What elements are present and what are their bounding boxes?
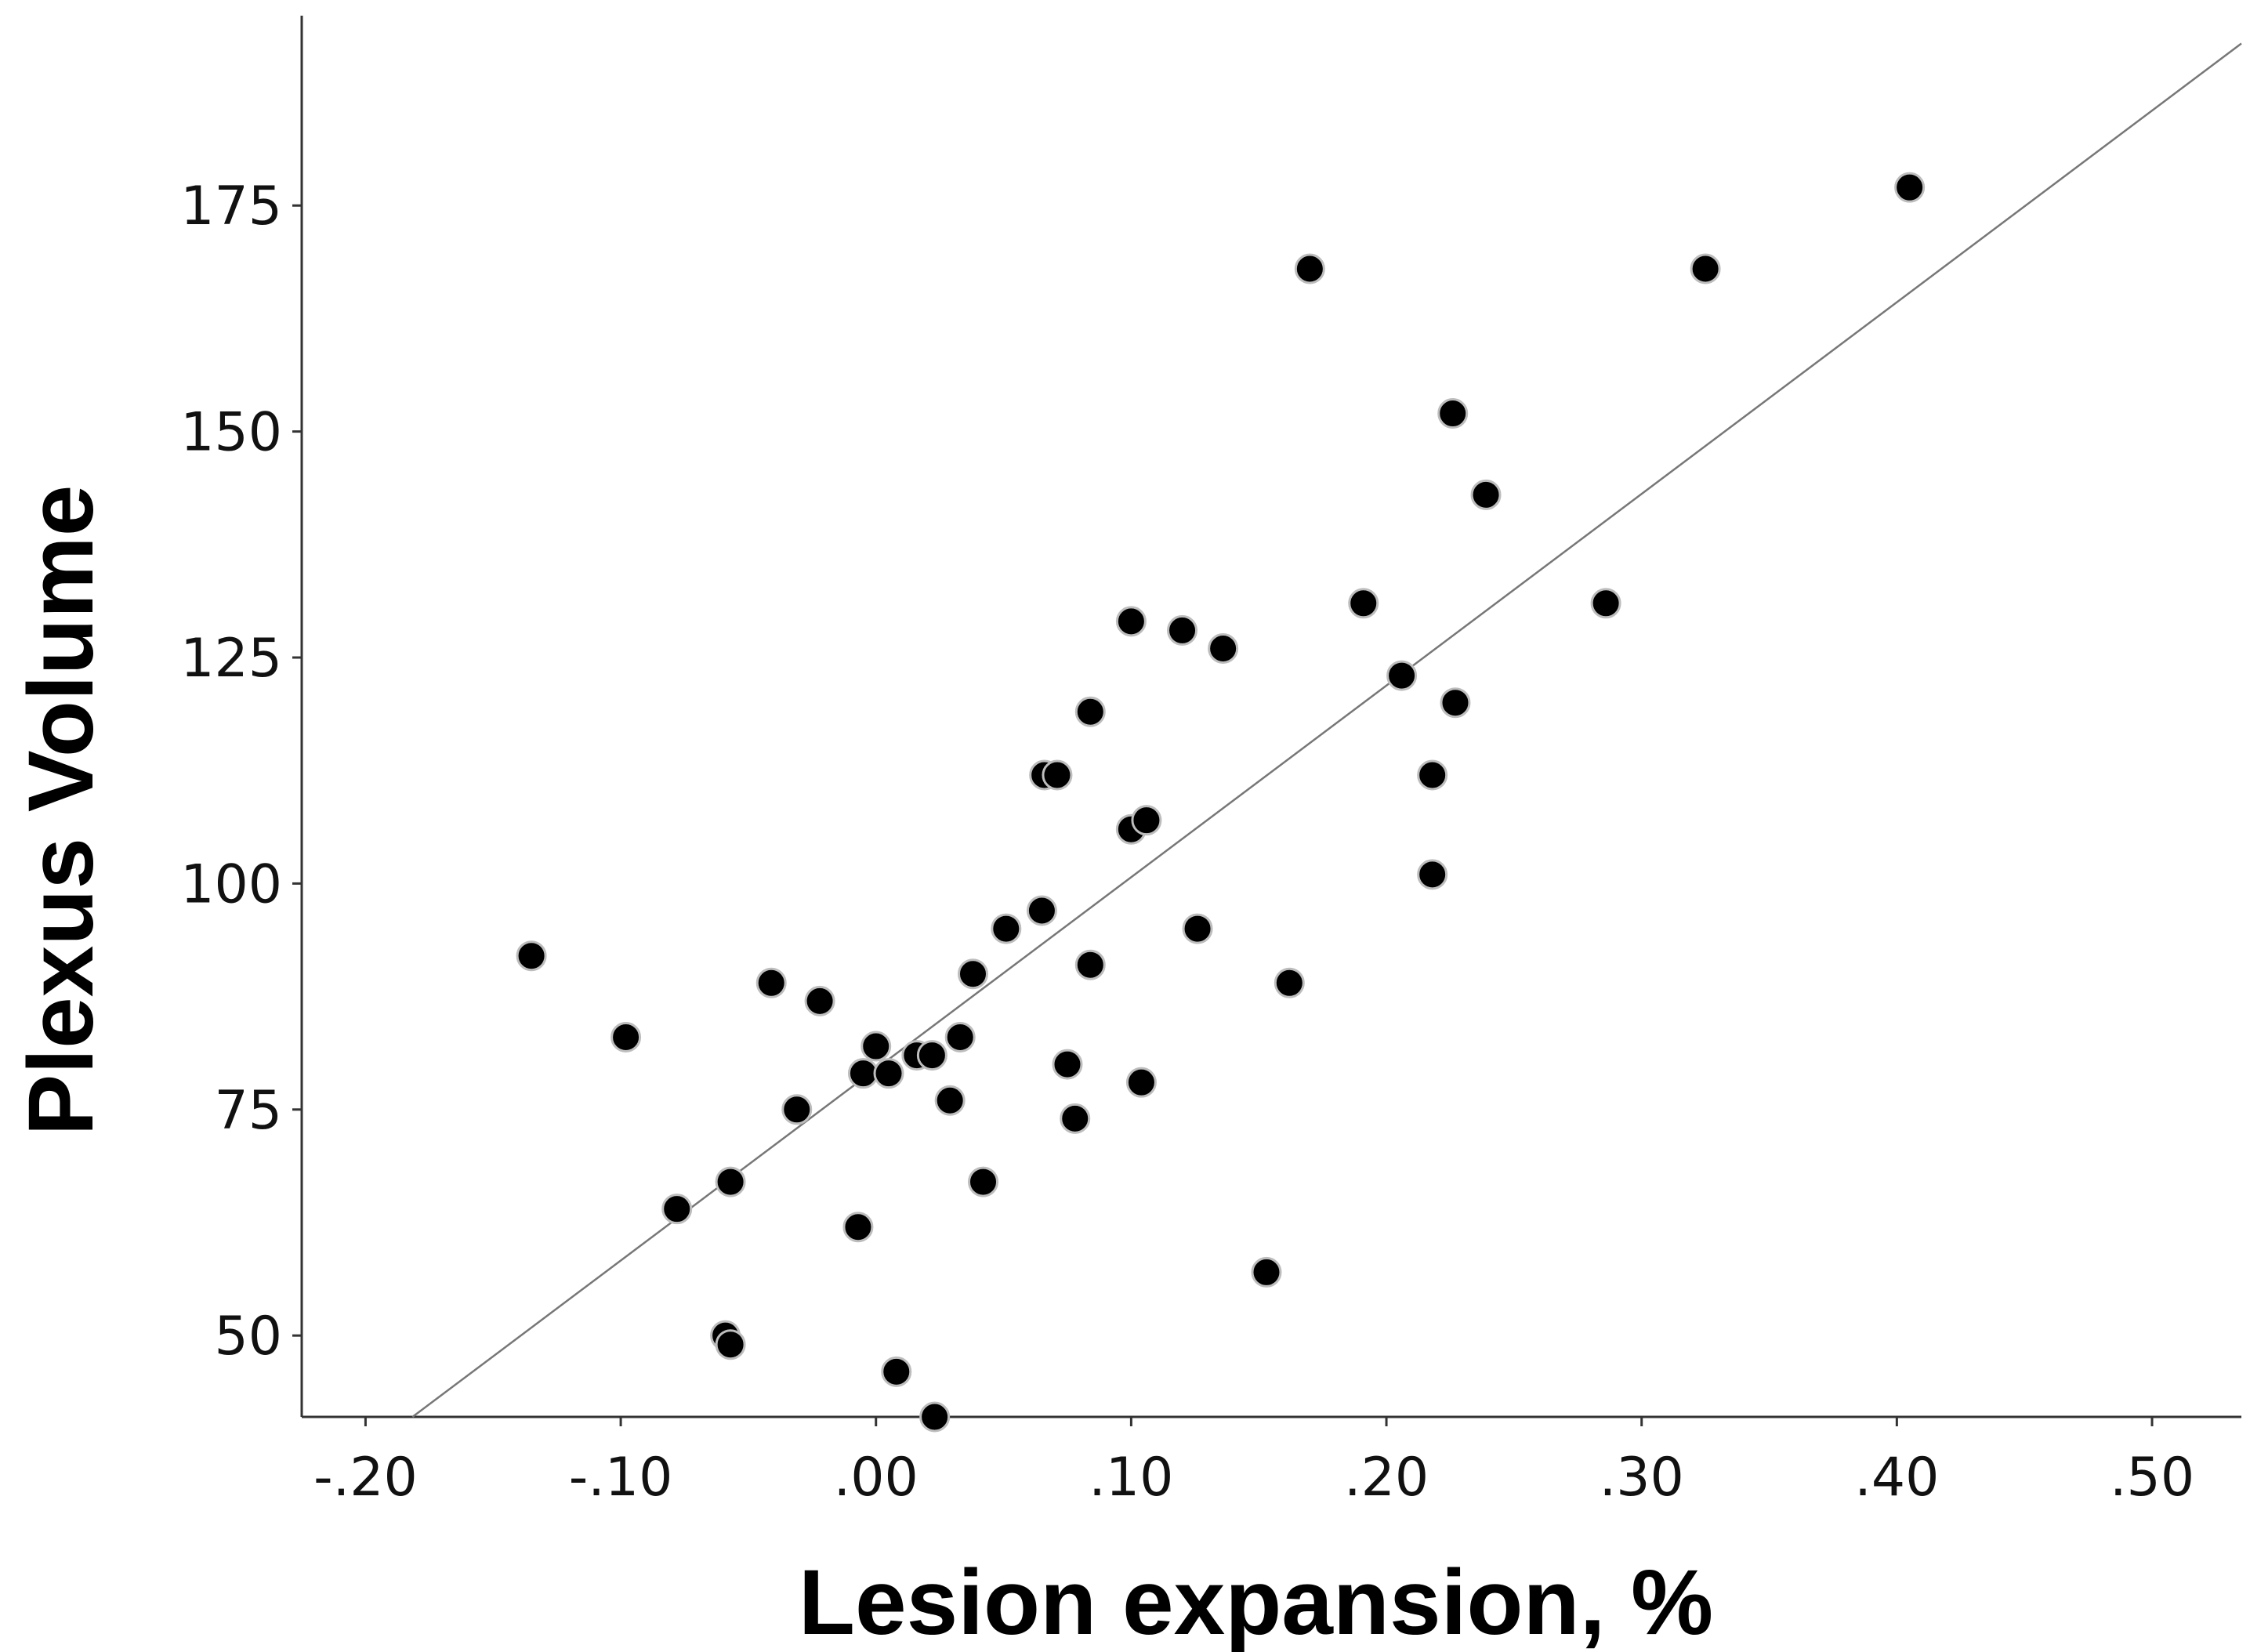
x-tick-label: .10 — [1089, 1447, 1173, 1509]
data-point — [1042, 759, 1073, 791]
data-point — [991, 913, 1022, 944]
data-point — [1348, 588, 1379, 619]
x-tick-label: .40 — [1854, 1447, 1939, 1509]
data-point — [861, 1031, 892, 1062]
y-axis-title: Plexus Volume — [9, 485, 113, 1136]
data-point — [1060, 1103, 1091, 1134]
x-tick-label: .50 — [2110, 1447, 2194, 1509]
x-axis-title: Lesion expansion, % — [799, 1551, 1713, 1652]
data-point — [1251, 1256, 1282, 1288]
data-point — [611, 1022, 642, 1053]
data-point — [516, 940, 547, 972]
x-tick-label: -.10 — [569, 1447, 673, 1509]
x-tick-label: .00 — [834, 1447, 918, 1509]
data-point — [1125, 1067, 1157, 1098]
data-point — [944, 1022, 976, 1053]
data-point — [781, 1094, 813, 1125]
data-point — [934, 1085, 966, 1116]
data-point — [1074, 696, 1106, 727]
axes — [300, 16, 2241, 1418]
data-point — [1026, 895, 1057, 926]
y-tick-label: 125 — [180, 628, 282, 690]
data-point — [804, 985, 835, 1016]
data-point — [1182, 913, 1213, 944]
data-point — [715, 1166, 746, 1197]
data-point — [755, 967, 787, 998]
data-point — [842, 1212, 874, 1243]
y-tick-label: 175 — [180, 176, 282, 237]
data-point — [847, 1058, 879, 1089]
data-point — [957, 958, 988, 990]
data-point — [1294, 253, 1325, 284]
data-points — [516, 172, 1926, 1433]
data-point — [715, 1329, 746, 1360]
data-point — [1052, 1049, 1083, 1080]
data-point — [1440, 687, 1471, 719]
data-point — [881, 1356, 912, 1387]
data-point — [661, 1194, 693, 1225]
data-point — [1590, 588, 1621, 619]
data-point — [1470, 479, 1502, 510]
ticks: -.20 -.10 .00 .10 .20 .30 .40 .50 50 75 100 125 150 1… — [180, 176, 2194, 1509]
data-point — [1894, 172, 1926, 203]
data-point — [1417, 759, 1448, 791]
data-point — [1437, 398, 1469, 429]
data-point — [1208, 632, 1239, 664]
y-tick-label: 50 — [214, 1306, 282, 1368]
x-tick-label: -.20 — [313, 1447, 418, 1509]
x-tick-label: .30 — [1600, 1447, 1684, 1509]
data-point — [1115, 606, 1147, 637]
data-point — [1417, 859, 1448, 890]
y-tick-label: 100 — [180, 853, 282, 915]
y-tick-label: 75 — [214, 1080, 282, 1142]
data-point — [1386, 660, 1418, 691]
y-tick-label: 150 — [180, 402, 282, 464]
data-point — [1274, 967, 1305, 998]
data-point — [968, 1166, 999, 1197]
data-point — [1074, 949, 1106, 980]
data-point — [873, 1058, 904, 1089]
data-point — [1690, 253, 1721, 284]
data-point — [916, 1040, 947, 1071]
data-point — [919, 1401, 951, 1433]
x-tick-label: .20 — [1344, 1447, 1429, 1509]
data-point — [1131, 805, 1162, 836]
data-point — [1167, 614, 1198, 646]
